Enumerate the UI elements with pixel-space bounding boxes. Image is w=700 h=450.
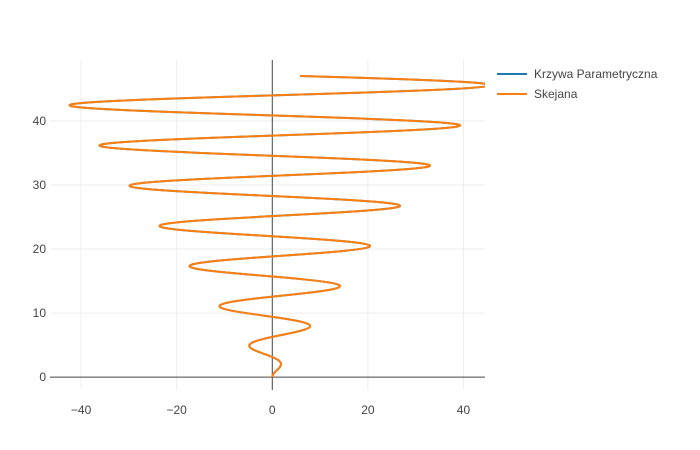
x-tick-label-1: −20 <box>166 403 187 417</box>
legend-item-skejana[interactable]: Skejana <box>497 87 578 101</box>
y-tick-labels: 0 10 20 30 40 <box>33 114 47 384</box>
x-tick-label-2: 0 <box>269 403 276 417</box>
series-line-skejana[interactable] <box>68 75 491 378</box>
y-tick-label-4: 40 <box>33 114 47 128</box>
legend-label-skejana: Skejana <box>534 87 578 101</box>
legend-label-krzywa-parametryczna: Krzywa Parametryczna <box>534 67 658 81</box>
y-tick-label-1: 10 <box>33 306 47 320</box>
y-tick-label-2: 20 <box>33 242 47 256</box>
series-layer <box>68 75 491 378</box>
y-tick-label-3: 30 <box>33 178 47 192</box>
x-tick-label-3: 20 <box>361 403 375 417</box>
x-tick-labels: −40 −20 0 20 40 <box>71 403 471 417</box>
y-tick-label-0: 0 <box>39 370 46 384</box>
legend-item-krzywa-parametryczna[interactable]: Krzywa Parametryczna <box>497 67 658 81</box>
legend[interactable]: Krzywa Parametryczna Skejana <box>497 67 658 101</box>
x-tick-label-4: 40 <box>457 403 471 417</box>
x-tick-label-0: −40 <box>71 403 92 417</box>
x-gridlines <box>80 60 464 390</box>
